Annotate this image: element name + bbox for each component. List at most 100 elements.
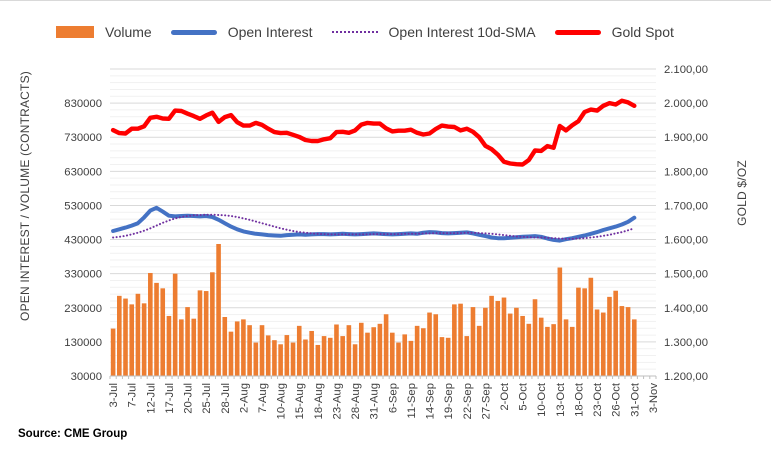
x-axis-tick-label: 10-Oct <box>536 382 548 417</box>
volume-bar <box>452 304 457 376</box>
x-axis-tick-label: 18-Oct <box>573 382 585 417</box>
x-axis-tick-label: 12-Jul <box>145 383 157 414</box>
open-interest-swatch-icon <box>170 29 217 35</box>
right-axis-tick-label: 1.400,00 <box>664 303 708 315</box>
legend: Volume Open Interest Open Interest 10d-S… <box>56 22 674 42</box>
x-axis-tick-label: 3-Jul <box>108 383 120 408</box>
volume-bar <box>439 337 445 376</box>
volume-bar <box>334 324 339 376</box>
volume-bar <box>352 344 358 376</box>
volume-bar <box>576 287 581 376</box>
volume-bar <box>315 344 321 376</box>
x-axis-tick-label: 28-Aug <box>350 383 362 419</box>
volume-bar <box>272 340 277 376</box>
volume-bar <box>594 309 600 376</box>
legend-item-volume: Volume <box>56 24 152 40</box>
x-axis-tick-label: 25-Jul <box>201 383 213 414</box>
volume-bar <box>613 290 618 376</box>
volume-bar <box>141 303 147 376</box>
right-axis-tick-label: 1.700,00 <box>664 200 708 212</box>
x-axis-tick-label: 10-Aug <box>276 383 288 419</box>
volume-bar <box>538 317 544 376</box>
left-axis-tick-label: 330000 <box>64 269 102 281</box>
volume-bar <box>631 319 637 376</box>
volume-bar <box>427 312 432 376</box>
volume-bar <box>135 293 141 376</box>
right-axis-tick-label: 1.500,00 <box>664 269 708 281</box>
volume-bar <box>259 325 265 376</box>
volume-bar <box>265 335 271 376</box>
x-axis-tick-label: 15-Aug <box>294 383 306 419</box>
volume-bar <box>458 303 463 376</box>
volume-bar <box>625 307 631 376</box>
legend-label-volume: Volume <box>105 24 152 40</box>
volume-bar <box>110 328 116 376</box>
volume-bar <box>210 272 215 376</box>
volume-bar <box>290 342 296 376</box>
left-axis-tick-label: 430000 <box>64 235 102 247</box>
gold-spot-line <box>110 98 637 167</box>
volume-bar <box>377 323 383 376</box>
volume-bar <box>483 307 488 376</box>
volume-bar <box>588 277 594 376</box>
open-interest-sma-line <box>112 213 636 240</box>
x-axis <box>109 375 657 379</box>
x-axis-tick-label: 23-Aug <box>332 383 344 419</box>
left-axis-tick-label: 130000 <box>64 337 102 349</box>
right-axis-tick-label: 1.800,00 <box>664 166 708 178</box>
volume-bar <box>371 327 376 376</box>
open-interest-sma-swatch-icon <box>331 31 378 33</box>
volume-bar <box>470 307 476 376</box>
volume-bar <box>495 300 501 376</box>
x-axis-tick-label: 31-Aug <box>369 383 381 419</box>
volume-bar <box>117 295 122 376</box>
x-axis-tick-label: 19-Sep <box>443 383 455 419</box>
volume-bars <box>110 243 637 376</box>
left-axis-tick-label: 730000 <box>64 132 102 144</box>
x-axis-tick-label: 5-Oct <box>518 382 530 410</box>
volume-bar <box>222 316 228 376</box>
x-axis-tick-label: 27-Sep <box>480 383 492 419</box>
volume-bar <box>247 325 252 376</box>
volume-bar <box>551 324 556 376</box>
volume-bar <box>607 296 612 376</box>
x-axis-tick-label: 11-Sep <box>406 383 418 419</box>
x-axis-tick-label: 28-Jul <box>220 383 232 414</box>
volume-bar <box>501 297 507 376</box>
x-axis-tick-label: 6-Sep <box>387 383 399 413</box>
volume-bar <box>234 321 240 376</box>
x-axis-tick-label: 14-Sep <box>425 383 437 419</box>
left-axis-tick-label: 230000 <box>64 303 102 315</box>
gold-spot-swatch-icon <box>554 29 601 35</box>
volume-bar <box>241 319 246 376</box>
volume-bar <box>278 344 283 376</box>
x-axis-tick-label: 22-Sep <box>462 383 474 419</box>
volume-bar <box>396 342 401 376</box>
volume-bar <box>253 342 259 376</box>
x-axis-tick-label: 7-Jul <box>127 383 139 408</box>
right-axis-tick-label: 1.600,00 <box>664 235 708 247</box>
volume-bar <box>557 267 563 376</box>
x-axis-tick-label: 23-Oct <box>592 382 604 417</box>
x-axis-tick-label: 26-Oct <box>611 382 623 417</box>
volume-bar <box>154 282 159 376</box>
volume-bar <box>321 336 327 376</box>
x-axis-tick-label: 31-Oct <box>629 382 641 417</box>
volume-bar <box>203 291 209 376</box>
volume-bar <box>309 330 314 376</box>
axis-tick-labels: 830000 730000 630000 530000 430000 330000 2300… <box>64 64 708 419</box>
x-axis-tick-label: 3-Nov <box>648 383 660 413</box>
x-axis-tick-label: 13-Oct <box>555 382 567 417</box>
x-axis-tick-label: 2-Aug <box>238 383 250 413</box>
source-note: Source: CME Group <box>18 428 128 440</box>
legend-label-open-interest-sma: Open Interest 10d-SMA <box>388 24 536 40</box>
volume-bar <box>402 334 408 376</box>
left-axis-tick-label: 630000 <box>64 166 102 178</box>
legend-item-open-interest-sma: Open Interest 10d-SMA <box>331 24 536 40</box>
volume-bar <box>228 331 234 376</box>
volume-bar <box>390 332 395 376</box>
left-axis-tick-label: 830000 <box>64 98 102 110</box>
volume-bar <box>284 335 290 376</box>
legend-label-gold-spot: Gold Spot <box>611 24 674 40</box>
volume-bar <box>489 295 494 376</box>
